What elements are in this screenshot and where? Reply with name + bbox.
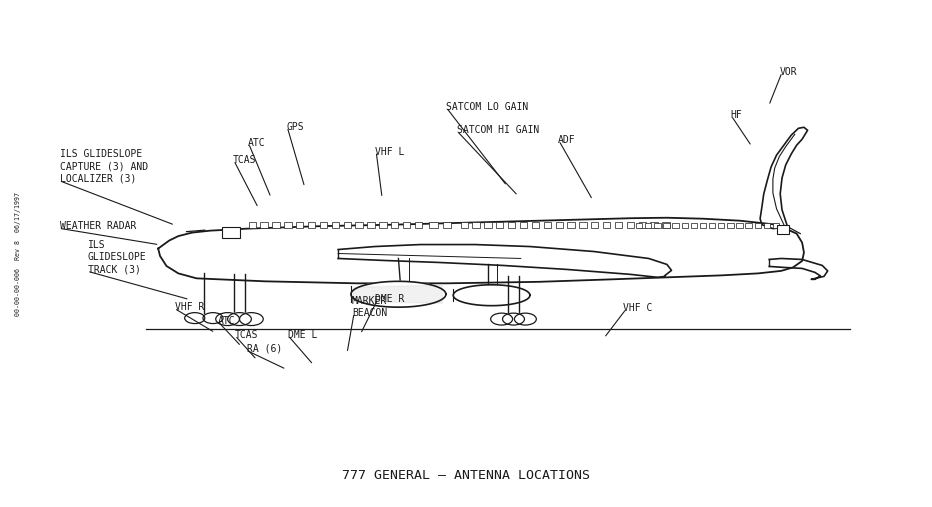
- Bar: [460, 222, 468, 228]
- Bar: [664, 223, 670, 228]
- Text: SATCOM LO GAIN: SATCOM LO GAIN: [445, 102, 528, 112]
- Bar: [284, 222, 292, 228]
- Bar: [615, 222, 623, 228]
- Text: 00-00-00-006  Rev 8  06/17/1997: 00-00-00-006 Rev 8 06/17/1997: [16, 192, 21, 315]
- Text: VHF L: VHF L: [375, 147, 404, 157]
- Text: ATC: ATC: [248, 138, 266, 148]
- Bar: [755, 223, 761, 228]
- Bar: [222, 227, 240, 238]
- Polygon shape: [761, 127, 808, 229]
- Bar: [638, 222, 646, 228]
- Bar: [746, 223, 752, 228]
- Bar: [681, 223, 688, 228]
- Text: DME R: DME R: [375, 294, 404, 304]
- Bar: [727, 223, 733, 228]
- Text: 777 GENERAL – ANTENNA LOCATIONS: 777 GENERAL – ANTENNA LOCATIONS: [342, 469, 590, 482]
- Bar: [355, 222, 363, 228]
- Bar: [473, 222, 480, 228]
- Bar: [603, 222, 610, 228]
- Bar: [444, 222, 451, 228]
- Bar: [555, 222, 563, 228]
- Bar: [415, 222, 422, 228]
- Bar: [403, 222, 410, 228]
- Polygon shape: [353, 285, 443, 303]
- Text: VOR: VOR: [779, 67, 797, 77]
- Bar: [626, 222, 634, 228]
- Text: HF: HF: [731, 111, 743, 120]
- Text: DME L: DME L: [288, 330, 317, 340]
- Text: ATC: ATC: [217, 315, 235, 325]
- Circle shape: [502, 313, 525, 325]
- Bar: [520, 222, 528, 228]
- Bar: [379, 222, 387, 228]
- Circle shape: [203, 313, 223, 323]
- Bar: [709, 223, 716, 228]
- Circle shape: [490, 313, 513, 325]
- Polygon shape: [338, 244, 671, 277]
- Text: SATCOM HI GAIN: SATCOM HI GAIN: [457, 125, 539, 135]
- Bar: [654, 223, 661, 228]
- Circle shape: [240, 313, 263, 325]
- Polygon shape: [351, 281, 445, 307]
- Bar: [508, 222, 515, 228]
- Circle shape: [185, 313, 205, 323]
- Bar: [663, 222, 670, 228]
- Text: ILS GLIDESLOPE
CAPTURE (3) AND
LOCALIZER (3): ILS GLIDESLOPE CAPTURE (3) AND LOCALIZER…: [60, 149, 147, 184]
- Text: ADF: ADF: [558, 135, 576, 145]
- Polygon shape: [158, 218, 804, 283]
- Text: GPS: GPS: [286, 122, 304, 132]
- Bar: [691, 223, 697, 228]
- Circle shape: [514, 313, 536, 325]
- Bar: [320, 222, 327, 228]
- Bar: [430, 222, 438, 228]
- Bar: [651, 222, 658, 228]
- Bar: [718, 223, 724, 228]
- Text: MARKER
BEACON: MARKER BEACON: [352, 296, 387, 318]
- Bar: [568, 222, 575, 228]
- Bar: [391, 222, 398, 228]
- Text: VHF C: VHF C: [624, 303, 652, 313]
- Bar: [700, 223, 706, 228]
- Bar: [249, 222, 256, 228]
- Bar: [496, 222, 503, 228]
- Text: TCAS: TCAS: [233, 155, 256, 165]
- Bar: [532, 222, 539, 228]
- Bar: [580, 222, 586, 228]
- Text: RA (6): RA (6): [247, 344, 282, 354]
- Bar: [344, 222, 351, 228]
- Bar: [272, 222, 280, 228]
- Bar: [332, 222, 339, 228]
- Bar: [591, 222, 598, 228]
- Bar: [261, 222, 267, 228]
- Bar: [308, 222, 315, 228]
- Bar: [763, 223, 770, 228]
- Text: VHF R: VHF R: [174, 302, 204, 312]
- Circle shape: [215, 313, 240, 325]
- Bar: [672, 223, 678, 228]
- Polygon shape: [453, 285, 530, 306]
- Text: TCAS: TCAS: [235, 330, 258, 340]
- Text: WEATHER RADAR: WEATHER RADAR: [60, 221, 136, 231]
- Bar: [296, 222, 304, 228]
- Circle shape: [227, 313, 252, 325]
- Text: ILS
GLIDESLOPE
TRACK (3): ILS GLIDESLOPE TRACK (3): [88, 240, 146, 274]
- Bar: [367, 222, 375, 228]
- Bar: [736, 223, 743, 228]
- Bar: [636, 223, 642, 228]
- Polygon shape: [769, 259, 828, 279]
- Bar: [645, 223, 651, 228]
- Bar: [543, 222, 551, 228]
- Bar: [776, 225, 789, 234]
- Bar: [773, 223, 779, 228]
- Bar: [485, 222, 491, 228]
